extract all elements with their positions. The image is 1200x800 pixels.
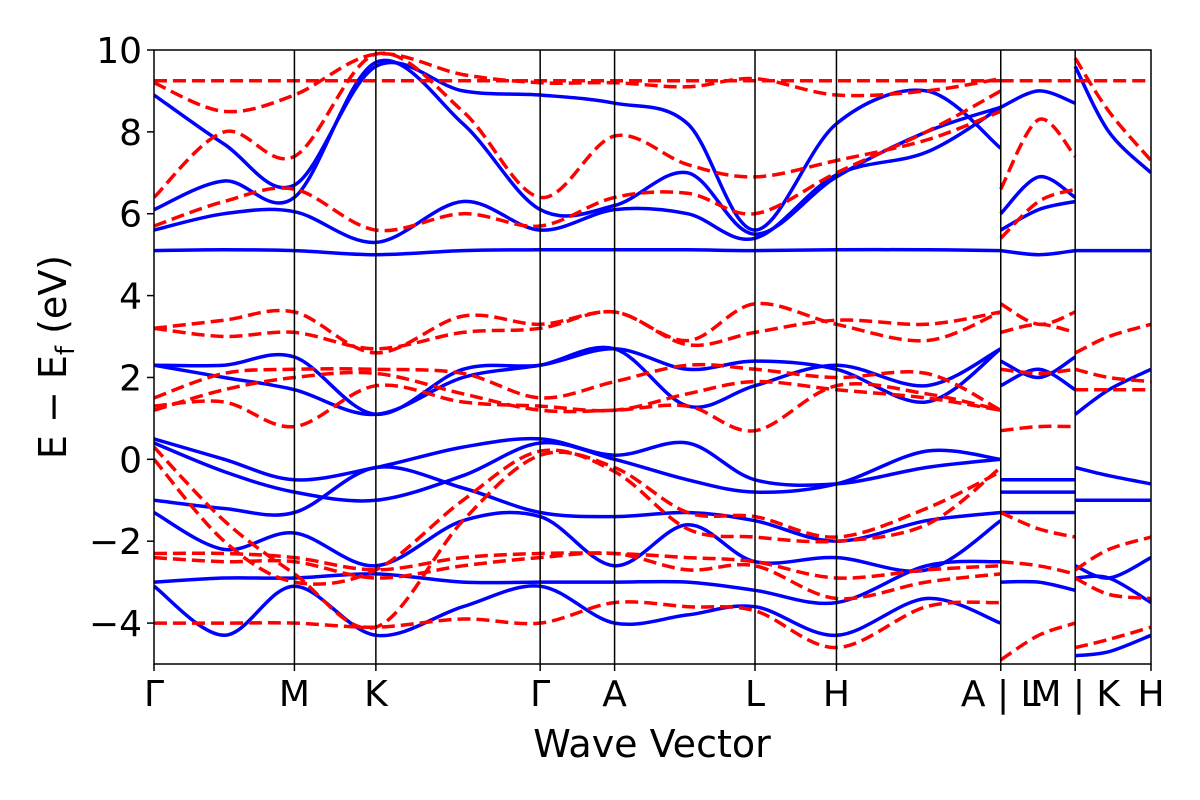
y-tick-label: −2	[89, 522, 142, 563]
solid-band-9	[154, 510, 1002, 573]
dashed-band-2	[154, 51, 1002, 200]
solid-band-24	[1074, 367, 1151, 416]
y-axis-title-tail: (eV)	[31, 255, 75, 346]
dashed-band-25	[1073, 57, 1151, 162]
x-tick-label: A | L	[961, 674, 1041, 715]
solid-band-28	[1075, 574, 1151, 605]
x-tick-label: M | K	[1030, 674, 1121, 715]
solid-band-29	[1074, 633, 1151, 658]
solid-band-11	[154, 584, 1002, 638]
dashed-band-10	[154, 448, 1002, 586]
dashed-band-20	[1000, 424, 1076, 433]
y-axis-title-main: E − E	[31, 355, 75, 459]
dashed-band-9	[154, 445, 1002, 631]
dashed-band-15	[999, 187, 1076, 240]
solid-band-6	[154, 436, 1001, 488]
y-tick-label: 0	[119, 440, 142, 481]
y-tick-label: 4	[119, 277, 142, 318]
solid-band-3	[154, 60, 1002, 232]
x-tick-label: K	[364, 674, 389, 715]
dashed-band-23	[999, 621, 1076, 662]
y-tick-label: 6	[119, 195, 142, 236]
solid-band-12	[1000, 248, 1076, 257]
y-axis-title: E − Ef (eV)	[31, 255, 81, 459]
dashed-band-22	[1000, 559, 1076, 576]
dashed-band-7	[154, 370, 1002, 433]
y-axis: −4 −2 0 2 4 6 8 10	[89, 31, 154, 645]
dashed-band-4	[154, 301, 1002, 355]
x-tick-label: H	[823, 674, 850, 715]
dashed-band-26	[1074, 322, 1151, 355]
dashed-band-30	[1074, 576, 1151, 601]
dashed-band-17	[999, 302, 1076, 327]
solid-band-17	[999, 367, 1077, 392]
x-tick-label: Γ	[144, 674, 164, 715]
solid-band-4	[154, 347, 1002, 417]
dashed-band-18	[1000, 322, 1076, 335]
dashed-band-21	[999, 510, 1076, 539]
solid-band-25	[1074, 465, 1151, 486]
x-tick-label: M	[279, 674, 310, 715]
dashed-band-16	[999, 117, 1077, 191]
high-symmetry-lines	[293, 50, 1076, 664]
y-tick-label: 2	[119, 358, 142, 399]
solid-band-1	[154, 105, 1002, 245]
x-tick-label: H	[1137, 674, 1164, 715]
x-tick-label: Γ	[530, 674, 550, 715]
dashed-band-8	[154, 379, 1001, 429]
plot-frame	[153, 49, 1152, 665]
dashed-band-1	[154, 89, 1002, 233]
dashed-band-3	[154, 51, 1001, 114]
solid-band-0	[154, 247, 1001, 257]
y-axis-title-sub: f	[51, 345, 81, 355]
x-tick-label: L	[745, 674, 765, 715]
dashed-band-12	[154, 551, 1001, 601]
dashed-band-27	[1074, 367, 1151, 384]
solid-band-15	[999, 89, 1076, 109]
solid-band-21	[1000, 579, 1076, 593]
dashed-band-29	[1074, 535, 1151, 572]
solid-band-16	[999, 355, 1077, 380]
solid-band-7	[154, 440, 1001, 503]
y-tick-label: 8	[119, 113, 142, 154]
x-axis: Γ M K Γ A L H A | LM | K H	[144, 664, 1165, 715]
dashed-band-19	[1000, 367, 1076, 376]
y-tick-label: 10	[96, 31, 142, 72]
x-axis-title: Wave Vector	[533, 722, 771, 766]
solid-band-13	[999, 199, 1076, 232]
y-tick-label: −4	[89, 604, 142, 645]
x-tick-label: A	[602, 674, 627, 715]
solid-band-2	[154, 58, 1002, 236]
solid-band-10	[154, 559, 1001, 606]
dashed-band-13	[154, 600, 1001, 650]
dashed-band-31	[1074, 625, 1151, 650]
dashed-band-5	[154, 309, 1001, 351]
